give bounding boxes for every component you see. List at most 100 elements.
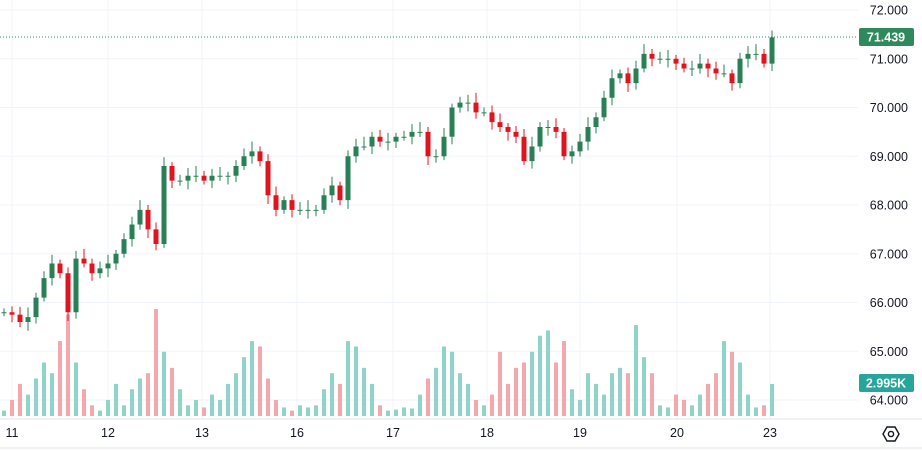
volume-bar [394,409,398,416]
candle-body [377,136,383,142]
candle-body [73,258,79,313]
candle-body [697,63,703,69]
candle-body [273,195,279,210]
volume-bar [738,362,742,416]
candle-body [233,166,239,176]
volume-bar [370,383,374,416]
volume-bar [722,341,726,416]
volume-bar [274,399,278,416]
volume-bar [218,399,222,416]
candle-body [729,73,735,84]
candle-body [57,263,63,274]
price-tick-label: 70.000 [870,101,908,115]
candle-body [521,136,527,162]
time-axis[interactable]: 11 12 13 16 17 18 19 20 23 [6,426,777,440]
candle-body [257,151,263,162]
volume-bar [762,405,766,416]
candle-body [465,102,471,104]
volume-bar [586,373,590,416]
volume-bar [330,373,334,416]
candle-body [713,68,719,74]
last-volume-label: 2.995K [866,377,906,391]
settings-button[interactable] [880,423,902,445]
volume-bar [658,405,662,416]
volume-bar [626,373,630,416]
candle-body [329,185,335,196]
price-axis[interactable]: 72.000 71.000 70.000 69.000 68.000 67.000 66.0… [870,4,908,408]
volume-bar [194,399,198,416]
volume-bar [306,407,310,416]
candle-body [489,112,495,123]
candle-body [665,58,671,60]
price-tick-label: 64.000 [870,394,908,408]
candle-body [505,127,511,132]
volume-bar [162,351,166,416]
candle-body [337,185,343,201]
volume-bar [522,362,526,416]
volume-bar [570,389,574,416]
volume-bar [74,362,78,416]
volume-bar [442,346,446,416]
volume-bar [562,341,566,416]
time-tick-label: 23 [763,426,777,440]
candle-body [649,53,655,59]
volume-bar [234,373,238,416]
candle-body [625,73,631,84]
candle-body [497,122,503,127]
volume-bar [290,410,294,416]
candle-body [401,136,407,138]
candle-body [1,312,7,314]
volume-bar [322,389,326,416]
volume-bar [114,383,118,416]
candle-body [457,102,463,108]
candle-body [473,102,479,113]
volume-bar [154,309,158,416]
candle-body [145,209,151,230]
time-tick-label: 12 [101,426,115,440]
candle-body [369,136,375,147]
candle-body [313,209,319,211]
candle-body [209,175,215,181]
volume-bar [346,341,350,416]
last-price-label: 71.439 [867,31,905,45]
candle-body [577,141,583,152]
candle-body [417,131,423,133]
volume-bar [482,405,486,416]
volume-bar [106,399,110,416]
candle-body [433,156,439,158]
volume-bar [458,373,462,416]
volume-bar [170,367,174,416]
volume-bar [746,394,750,416]
candle-body [177,180,183,182]
volume-bar [706,383,710,416]
volume-bar [186,405,190,416]
candle-body [769,37,775,64]
candles [1,30,775,331]
candle-body [441,136,447,157]
candle-body [137,209,143,225]
candle-body [161,166,167,244]
time-tick-label: 17 [386,426,400,440]
candle-body [265,161,271,196]
time-tick-label: 11 [6,426,19,440]
volume-bar [514,367,518,416]
volume-bar [138,378,142,416]
price-tick-label: 67.000 [870,247,908,261]
volume-bar [50,373,54,416]
candle-body [41,278,47,298]
volume-bar [42,362,46,416]
candle-body [89,263,95,274]
volume-bar [650,373,654,416]
volume-bar [210,394,214,416]
candle-body [537,127,543,147]
candle-body [17,314,23,322]
candle-body [345,156,351,201]
price-tick-label: 72.000 [870,4,908,18]
volume-bar [698,394,702,416]
time-tick-label: 19 [573,426,587,440]
candle-body [281,200,287,210]
candle-body [737,58,743,84]
candle-body [585,127,591,142]
candle-body [753,53,759,55]
